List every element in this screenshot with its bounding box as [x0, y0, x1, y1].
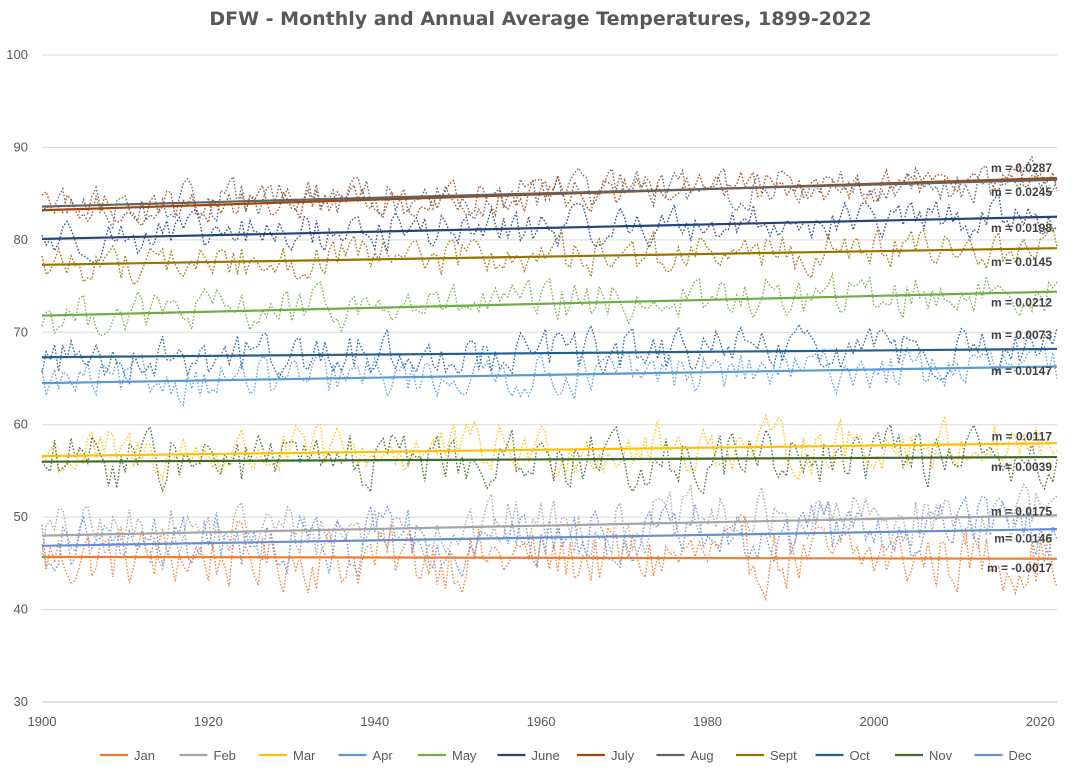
series-dotted-line-july [41, 162, 1058, 227]
legend-label: Jan [134, 748, 155, 763]
trend-line-sept [41, 247, 1058, 266]
series-dotted-line-may [41, 271, 1058, 337]
legend-label: Apr [373, 748, 394, 763]
slope-annotation: m = 0.0245 [991, 185, 1052, 199]
series-dotted-line-sept [41, 225, 1058, 286]
legend-label: Oct [850, 748, 871, 763]
trend-line-jan [41, 555, 1058, 560]
legend-label: Dec [1009, 748, 1033, 763]
legend-label: Aug [691, 748, 714, 763]
x-tick-label: 1900 [28, 714, 57, 729]
trend-line-nov [41, 455, 1058, 463]
series-dotted-line-mar [41, 413, 1058, 482]
trend-line-apr [41, 365, 1058, 385]
slope-annotation: m = 0.0175 [991, 505, 1052, 519]
series-dotted-line-jan [41, 514, 1058, 602]
trend-line-dec [41, 528, 1058, 547]
slope-annotation: m= 0.0146 [994, 531, 1052, 545]
y-tick-label: 40 [14, 602, 28, 617]
legend-label: Mar [293, 748, 316, 763]
slope-annotation: m = 0.0073 [991, 328, 1052, 342]
y-tick-label: 80 [14, 232, 28, 247]
legend-label: June [532, 748, 560, 763]
series-dotted-line-oct [41, 322, 1058, 385]
slope-annotation: m = 0.0117 [992, 430, 1053, 444]
legend-label: May [452, 748, 477, 763]
y-tick-label: 50 [14, 509, 28, 524]
series-dotted-line-nov [41, 423, 1058, 495]
chart-title: DFW - Monthly and Annual Average Tempera… [209, 8, 872, 30]
trend-line-may [41, 290, 1058, 317]
x-tick-label: 1960 [527, 714, 556, 729]
legend-label: Sept [770, 748, 797, 763]
x-tick-label: 2020 [1026, 714, 1055, 729]
slope-annotation: m = -0.0017 [987, 561, 1052, 575]
trend-line-feb [41, 514, 1058, 537]
series-dotted-line-aug [41, 155, 1058, 230]
x-tick-label: 1940 [360, 714, 389, 729]
slope-annotation: m = 0.0147 [991, 364, 1052, 378]
y-tick-label: 30 [14, 694, 28, 709]
x-tick-label: 1980 [693, 714, 722, 729]
slope-annotation: m = 0.0287 [991, 161, 1052, 175]
series-dotted-line-dec [41, 495, 1058, 579]
legend-label: Nov [929, 748, 953, 763]
series-dotted-line-feb [41, 483, 1058, 572]
y-tick-label: 70 [14, 324, 28, 339]
series-dotted-line-apr [41, 344, 1058, 407]
legend-label: July [611, 748, 635, 763]
slope-annotation: m = 0.0039 [991, 460, 1052, 474]
x-tick-label: 1920 [194, 714, 223, 729]
trend-line-mar [41, 442, 1058, 458]
trend-line-oct [41, 347, 1058, 359]
y-tick-label: 60 [14, 417, 28, 432]
y-tick-label: 100 [6, 47, 28, 62]
y-tick-label: 90 [14, 139, 28, 154]
x-tick-label: 2000 [860, 714, 889, 729]
trend-line-june [41, 215, 1058, 241]
trend-line-aug [41, 178, 1058, 208]
slope-annotation: m = 0.0145 [991, 255, 1052, 269]
slope-annotation: m = 0.0198 [991, 221, 1052, 235]
slope-annotation: m = 0.0212 [991, 296, 1052, 310]
legend-label: Feb [214, 748, 236, 763]
